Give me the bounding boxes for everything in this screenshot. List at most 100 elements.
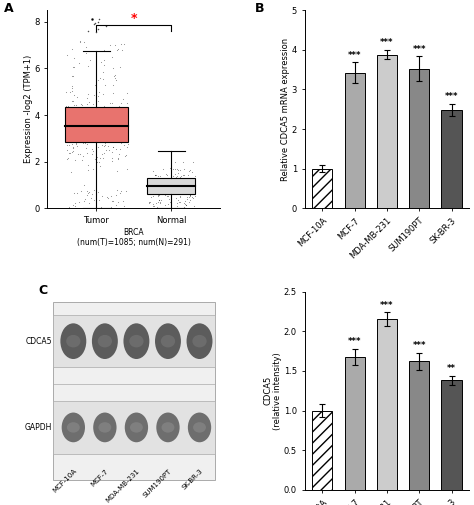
Point	[92, 116, 100, 124]
Point	[82, 194, 89, 203]
Point	[100, 149, 108, 157]
Point	[68, 97, 76, 106]
Ellipse shape	[187, 323, 212, 359]
Point	[156, 186, 164, 194]
Point	[167, 184, 175, 192]
Point	[66, 149, 73, 157]
Point	[80, 196, 88, 205]
Point	[121, 128, 128, 136]
Point	[66, 105, 74, 113]
Point	[100, 56, 108, 64]
Point	[179, 178, 187, 186]
Point	[182, 200, 190, 209]
Point	[157, 176, 164, 184]
Point	[73, 124, 80, 132]
Point	[66, 149, 73, 158]
Point	[64, 115, 72, 123]
Point	[62, 136, 69, 144]
Point	[112, 201, 120, 209]
Point	[112, 133, 119, 141]
Point	[150, 182, 157, 190]
Point	[115, 154, 122, 162]
Point	[165, 186, 173, 194]
Point	[151, 171, 158, 179]
Point	[181, 190, 188, 198]
Point	[82, 49, 90, 58]
Point	[96, 110, 103, 118]
Point	[191, 172, 199, 180]
Text: SK-BR-3: SK-BR-3	[181, 468, 204, 491]
Point	[90, 186, 98, 194]
Point	[81, 181, 88, 189]
Point	[70, 97, 77, 105]
Point	[147, 183, 155, 191]
Point	[104, 121, 112, 129]
Point	[118, 46, 126, 55]
Point	[88, 145, 95, 154]
Point	[146, 174, 153, 182]
Point	[65, 203, 73, 211]
Point	[76, 137, 84, 145]
Point	[167, 199, 174, 207]
Point	[190, 180, 198, 188]
Point	[83, 94, 91, 102]
Point	[97, 58, 104, 66]
Point	[164, 200, 172, 208]
Text: MCF-10A: MCF-10A	[51, 468, 78, 494]
Point	[68, 148, 75, 156]
Point	[176, 173, 184, 181]
Point	[77, 100, 85, 108]
Point	[154, 198, 162, 206]
Point	[94, 111, 102, 119]
Point	[81, 108, 89, 116]
Point	[156, 199, 164, 208]
Point	[91, 196, 98, 204]
Point	[68, 140, 76, 148]
Point	[164, 205, 171, 213]
Point	[79, 106, 86, 114]
Point	[188, 168, 196, 176]
Point	[96, 162, 103, 170]
Point	[92, 164, 100, 172]
Point	[181, 181, 189, 189]
Point	[187, 190, 194, 198]
Point	[173, 179, 181, 187]
Bar	[409, 69, 429, 209]
Point	[111, 112, 119, 120]
Text: ***: ***	[412, 341, 426, 350]
Point	[111, 40, 118, 48]
Point	[83, 100, 91, 109]
Bar	[345, 73, 365, 209]
Point	[179, 171, 187, 179]
Point	[163, 171, 171, 179]
Point	[115, 150, 123, 158]
Point	[69, 200, 76, 209]
Point	[182, 183, 189, 191]
Point	[183, 193, 191, 201]
Point	[172, 170, 179, 178]
Point	[116, 144, 124, 153]
Point	[112, 105, 120, 113]
Point	[112, 191, 120, 199]
Point	[87, 123, 95, 131]
Point	[78, 156, 86, 164]
Point	[107, 203, 115, 211]
Point	[161, 182, 168, 190]
Text: **: **	[447, 364, 456, 373]
Point	[77, 115, 85, 123]
Point	[105, 106, 113, 114]
Point	[96, 154, 104, 162]
Bar	[441, 110, 462, 209]
Point	[74, 112, 82, 120]
Point	[107, 115, 114, 123]
Point	[107, 41, 114, 49]
Point	[78, 110, 85, 118]
Point	[170, 177, 178, 185]
Point	[105, 109, 112, 117]
Point	[147, 179, 155, 187]
Point	[171, 166, 178, 174]
Point	[163, 177, 170, 185]
Point	[177, 180, 185, 188]
Point	[94, 91, 101, 99]
Point	[62, 102, 70, 110]
